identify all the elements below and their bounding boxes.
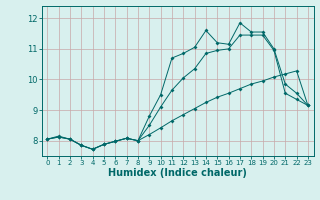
X-axis label: Humidex (Indice chaleur): Humidex (Indice chaleur) xyxy=(108,168,247,178)
